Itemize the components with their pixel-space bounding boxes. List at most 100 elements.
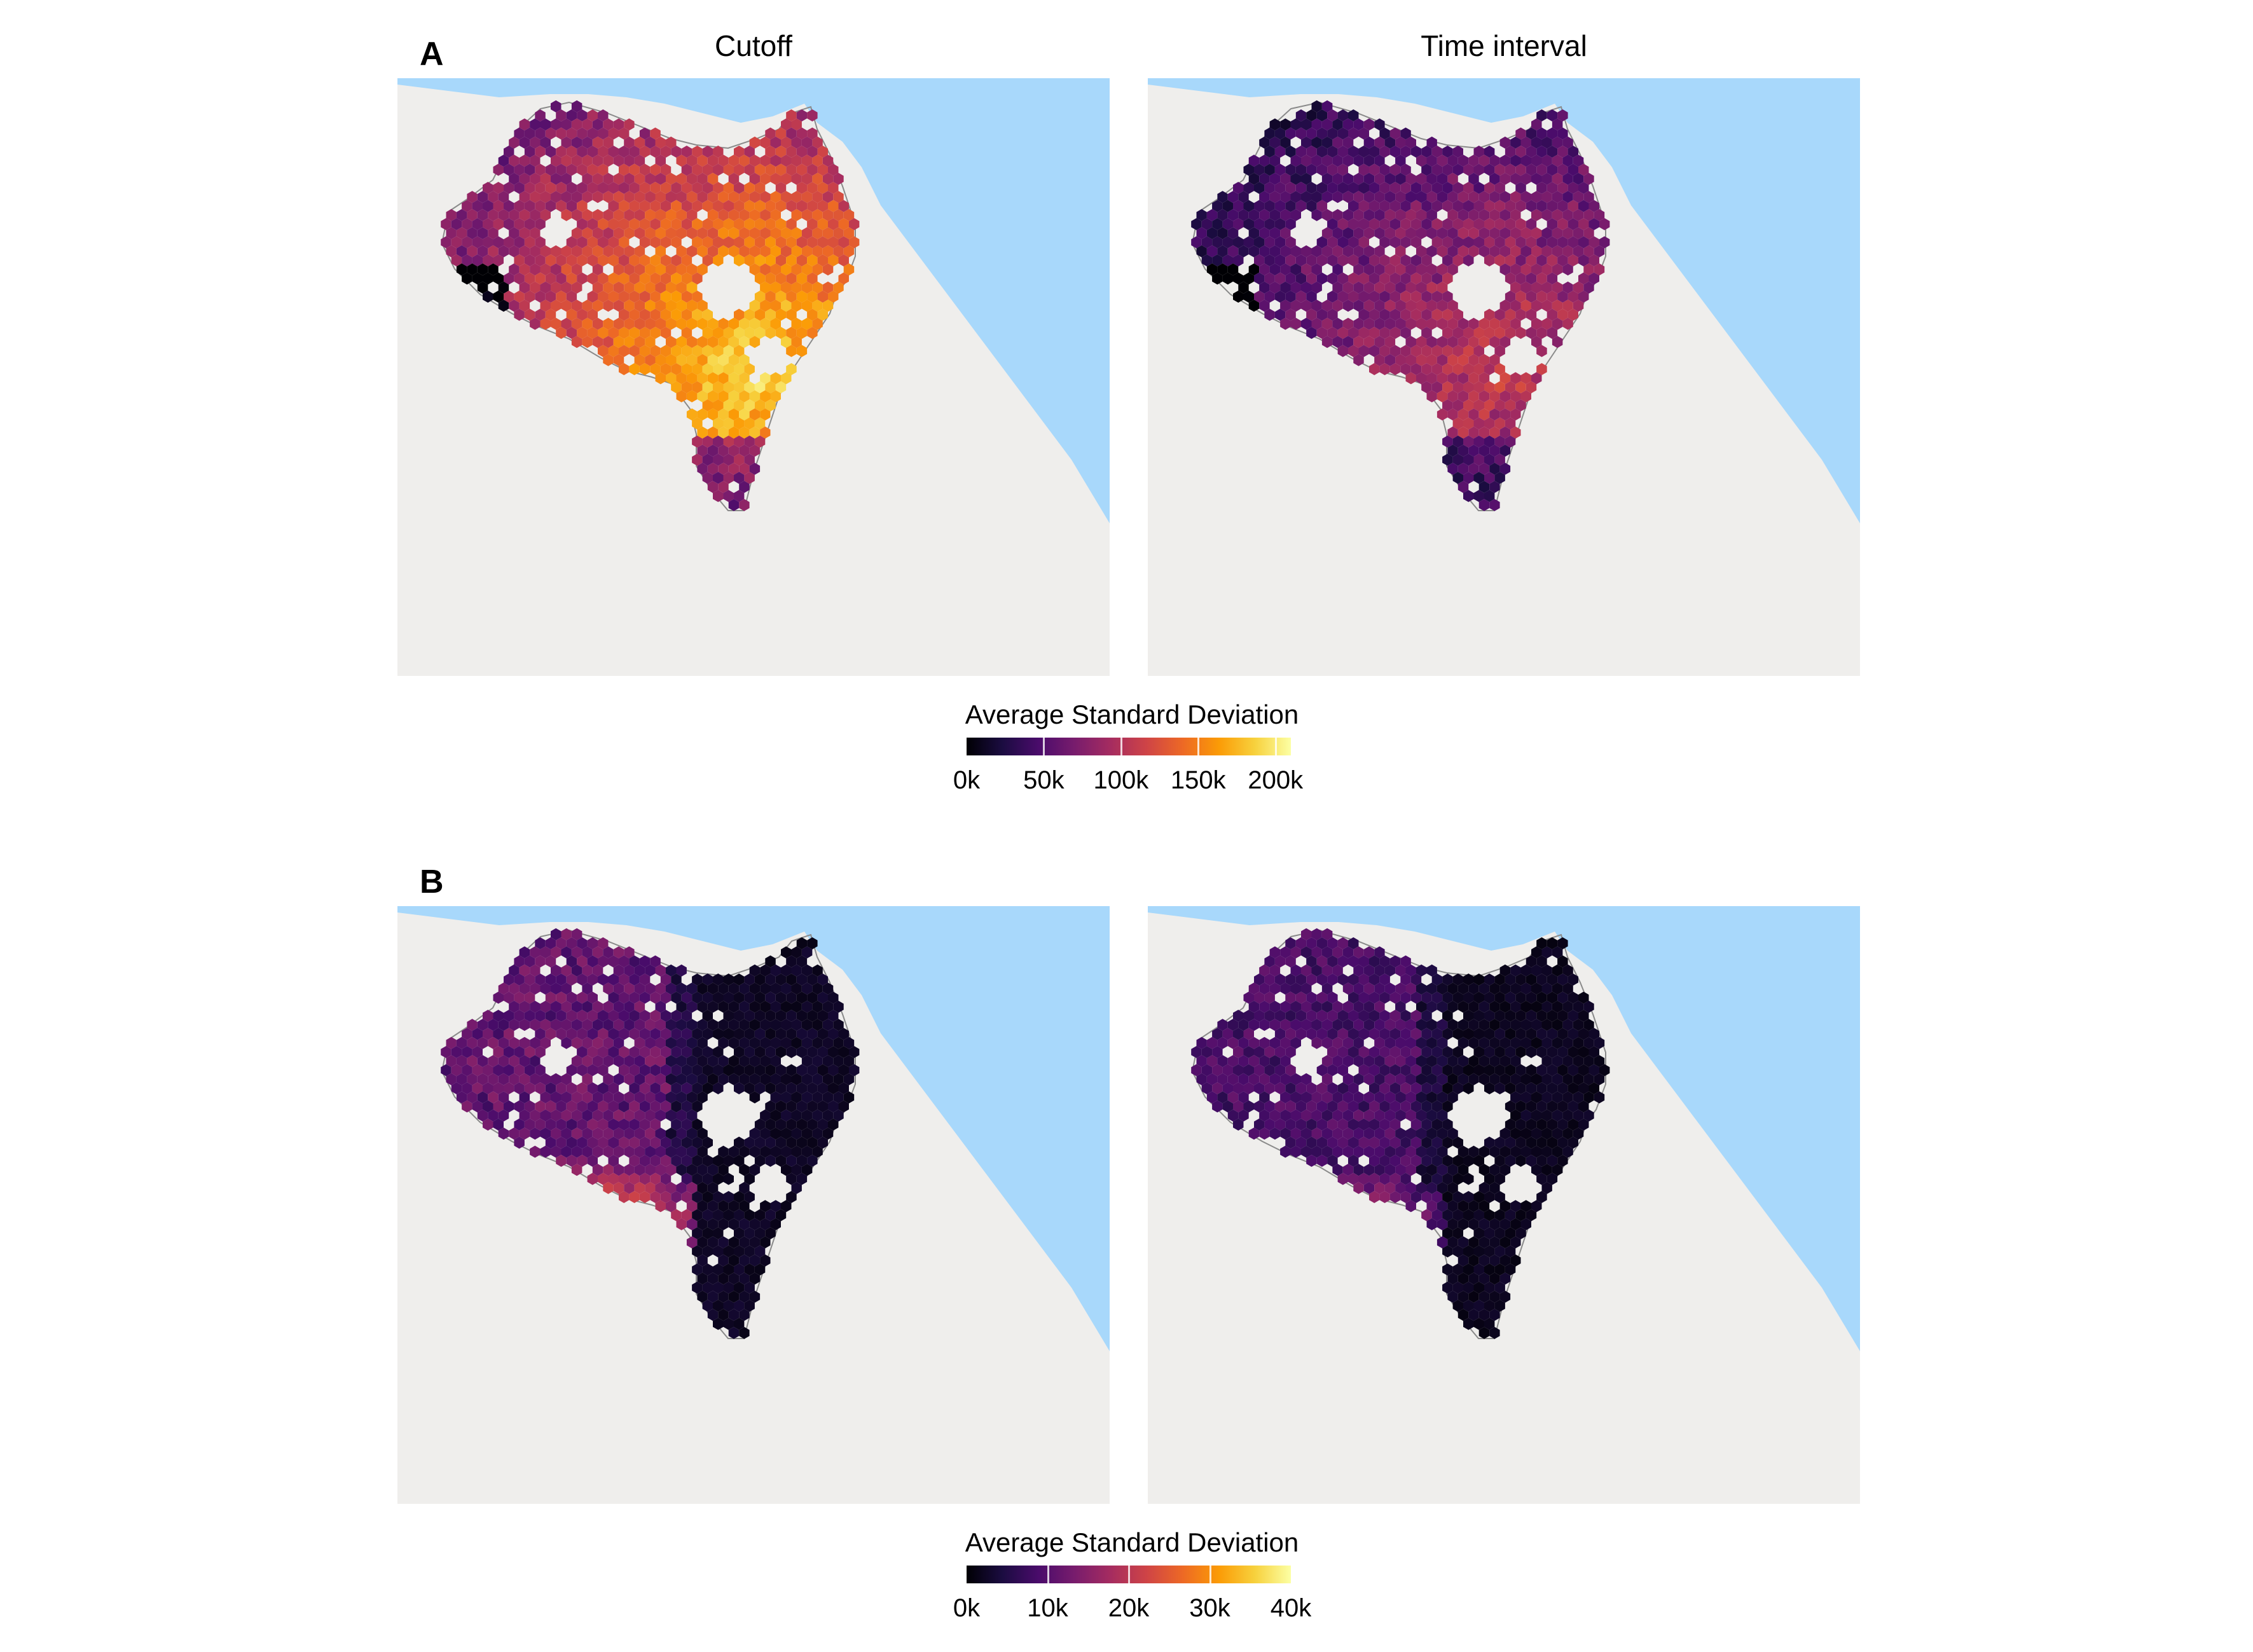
hexbin-cell (1306, 955, 1317, 968)
hexbin-cell (666, 1127, 677, 1140)
hexbin-cell (1557, 1028, 1568, 1040)
hexbin-cell (817, 1100, 828, 1113)
hexbin-cell (734, 1191, 745, 1203)
hexbin-cell (822, 209, 834, 221)
hexbin-cell (1327, 1010, 1338, 1022)
hexbin-cell (493, 291, 504, 303)
hexbin-cell (765, 1209, 776, 1222)
hexbin-cell (1395, 1000, 1406, 1013)
hexbin-cell (561, 209, 572, 221)
hexbin-cell (739, 1272, 750, 1285)
column-title-cutoff: Cutoff (715, 29, 792, 62)
hexbin-cell (629, 1100, 640, 1113)
hexbin-cell (760, 1218, 771, 1230)
hexbin-cell (676, 1073, 687, 1085)
hexbin-cell (1515, 1010, 1526, 1022)
hexbin-cell (1321, 1073, 1333, 1085)
hexbin-cell (728, 1218, 740, 1230)
hexbin-cell (1369, 327, 1380, 339)
hexbin-cell (1212, 254, 1223, 266)
hexbin-cell (1562, 1127, 1573, 1140)
hexbin-cell (650, 1046, 661, 1058)
hexbin-cell (734, 1209, 745, 1222)
hexbin-cell (1290, 299, 1301, 312)
hexbin-cell (1437, 281, 1448, 294)
hexbin-cell (472, 1100, 483, 1113)
hexbin-cell (1395, 1073, 1406, 1085)
hexbin-cell (1316, 1082, 1328, 1094)
hexbin-cell (530, 1073, 541, 1085)
hexbin-cell (1301, 245, 1312, 258)
hexbin-cell (1227, 245, 1239, 258)
hexbin-cell (1452, 1136, 1463, 1149)
hexbin-cell (587, 127, 598, 140)
hexbin-cell (1342, 245, 1354, 258)
hexbin-cell (561, 1109, 572, 1122)
hexbin-cell (1520, 964, 1531, 977)
hexbin-cell (1562, 191, 1573, 203)
hexbin-cell (765, 1100, 776, 1113)
hexbin-cell (462, 272, 472, 285)
hexbin-cell (702, 1209, 713, 1222)
hexbin-cell (1321, 227, 1333, 240)
hexbin-cell (1505, 1245, 1516, 1258)
hexbin-cell (749, 299, 761, 312)
hexbin-cell (1301, 155, 1312, 167)
hexbin-cell (781, 172, 792, 185)
hexbin-cell (1285, 291, 1296, 303)
hexbin-cell (1416, 281, 1427, 294)
hexbin-cell (551, 982, 562, 995)
hexbin-cell (530, 1036, 541, 1049)
hexbin-cell (1541, 1109, 1552, 1122)
hexbin-cell (1238, 209, 1249, 221)
hexbin-cell (1269, 118, 1281, 131)
hexbin-cell (707, 227, 719, 240)
hexbin-cell (619, 991, 630, 1004)
hexbin-cell (1510, 1055, 1521, 1068)
hexbin-cell (1536, 146, 1547, 158)
hexbin-cell (660, 254, 672, 266)
hexbin-cell (582, 1109, 593, 1122)
hexbin-cell (1499, 1218, 1511, 1230)
hexbin-cell (1562, 1091, 1573, 1104)
hexbin-cell (1421, 1064, 1432, 1077)
hexbin-cell (1552, 191, 1563, 203)
hexbin-cell (1578, 1064, 1589, 1077)
hexbin-cell (1306, 291, 1317, 303)
hexbin-cell (1541, 1091, 1552, 1104)
hexbin-cell (467, 1091, 478, 1104)
hexbin-cell (1452, 1028, 1463, 1040)
hexbin-cell (781, 227, 792, 240)
hexbin-cell (1552, 317, 1563, 330)
hexbin-cell (1348, 937, 1359, 949)
hexbin-cell (1437, 1164, 1448, 1176)
hexbin-cell (1421, 345, 1432, 357)
hexbin-cell (1505, 436, 1516, 448)
hexbin-cell (650, 1173, 661, 1185)
hexbin-cell (676, 354, 687, 366)
hexbin-cell (1374, 245, 1385, 258)
hexbin-cell (801, 172, 813, 185)
hexbin-cell (697, 317, 708, 330)
hexbin-cell (734, 436, 745, 448)
hexbin-cell (619, 327, 630, 339)
hexbin-cell (1499, 408, 1511, 421)
hexbin-cell (1384, 1036, 1396, 1049)
hexbin-cell (692, 291, 703, 303)
hexbin-cell (1573, 227, 1584, 240)
hexbin-cell (1473, 991, 1484, 1004)
hexbin-cell (1457, 444, 1469, 457)
hexbin-cell (1594, 209, 1605, 221)
hexbin-cell (1285, 1082, 1296, 1094)
hexbin-cell (718, 372, 729, 385)
hexbin-cell (801, 982, 813, 995)
hexbin-cell (728, 1254, 740, 1267)
hexbin-cell (660, 991, 672, 1004)
hexbin-cell (707, 1236, 719, 1249)
hexbin-cell (456, 1055, 467, 1068)
hexbin-cell (713, 254, 724, 266)
hexbin-cell (645, 982, 656, 995)
hexbin-cell (1468, 390, 1479, 403)
hexbin-cell (1541, 1036, 1552, 1049)
hexbin-cell (598, 236, 609, 249)
